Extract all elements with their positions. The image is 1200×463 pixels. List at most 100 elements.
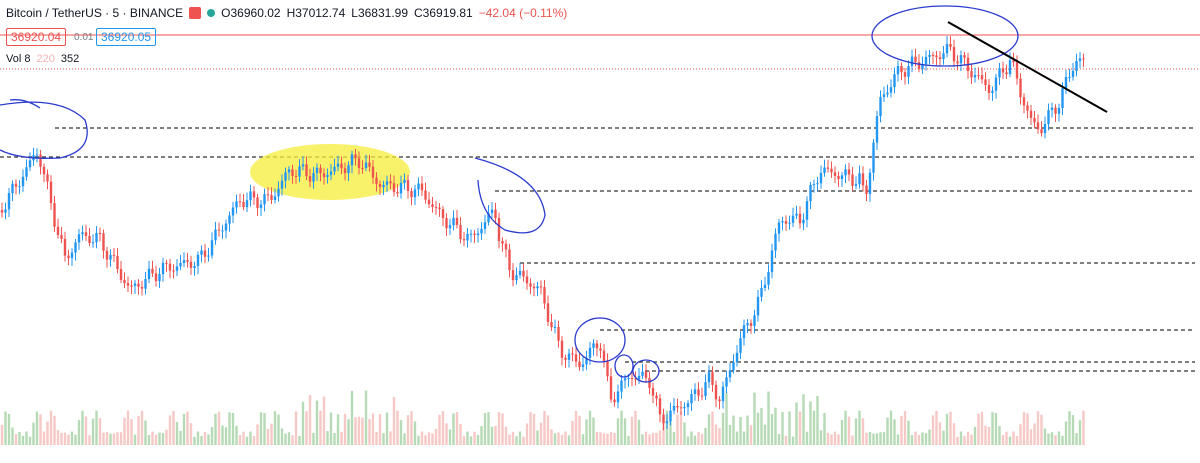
volume-bar	[389, 431, 392, 445]
candle-body	[847, 169, 851, 175]
candle-body	[221, 230, 224, 232]
candle-body	[112, 254, 116, 256]
volume-bar	[581, 434, 585, 445]
candle-body	[609, 376, 613, 400]
volume-bar	[301, 401, 305, 445]
volume-bar	[483, 413, 487, 445]
volume-bar	[455, 412, 459, 445]
volume-bar	[1071, 415, 1075, 445]
close: C36919.81	[414, 6, 473, 20]
candle-body	[203, 250, 207, 257]
candle-body	[714, 384, 718, 400]
volume-bar	[392, 396, 396, 445]
volume-bar	[956, 436, 959, 445]
volume-bar	[588, 410, 592, 445]
candle-body	[424, 190, 427, 200]
volume-bar	[322, 396, 326, 445]
candle-body	[14, 183, 18, 187]
volume-bar	[182, 413, 186, 445]
candle-body	[511, 270, 515, 281]
volume-bar	[98, 418, 102, 445]
candle-body	[375, 177, 378, 185]
volume-bar	[378, 414, 382, 445]
volume-bar	[179, 430, 182, 445]
volume-bar	[1029, 429, 1033, 445]
bid-badge[interactable]: 36920.04	[6, 28, 67, 46]
volume-bar	[935, 410, 938, 445]
candle-body	[889, 87, 893, 93]
volume-bar	[266, 429, 270, 445]
candles	[0, 36, 1085, 431]
ask-badge[interactable]: 36920.05	[96, 28, 157, 46]
candle-body	[455, 217, 459, 226]
candle-body	[984, 79, 987, 86]
volume-bar	[777, 434, 781, 445]
candle-body	[546, 303, 550, 322]
volume-bar	[1001, 435, 1005, 445]
flag-icon[interactable]	[189, 7, 202, 19]
candle-body	[571, 353, 574, 355]
volume-bar	[627, 435, 630, 445]
candle-body	[350, 154, 354, 166]
candle-body	[1075, 61, 1078, 71]
candle-body	[931, 54, 935, 56]
candle-body	[683, 407, 686, 409]
candle-body	[788, 222, 791, 224]
volume-bar	[462, 436, 466, 445]
candle-body	[658, 398, 662, 415]
candle-body	[252, 191, 256, 198]
volume-bar	[21, 435, 25, 445]
volume-bar	[798, 411, 802, 445]
high: H37012.74	[286, 6, 346, 20]
candle-body	[469, 233, 473, 235]
candle-body	[928, 54, 931, 57]
volume-bar	[427, 432, 431, 445]
candle-body	[151, 268, 154, 274]
volume-bar	[700, 433, 704, 445]
volume-bar	[308, 394, 312, 445]
volume-bar	[749, 425, 753, 445]
candle-body	[340, 163, 343, 169]
volume-bar	[917, 434, 921, 445]
volume-bar	[760, 408, 763, 445]
volume-bar	[606, 433, 609, 445]
candle-body	[973, 75, 977, 78]
volume-bar	[1015, 436, 1019, 445]
annotations	[0, 5, 1019, 383]
volume-bar	[385, 412, 389, 445]
volume-bar	[812, 410, 816, 445]
volume-bar	[763, 424, 767, 445]
volume-bar	[336, 414, 340, 445]
candle-body	[945, 44, 949, 54]
volume-bar	[578, 415, 581, 445]
candle-body	[315, 167, 319, 174]
candle-body	[49, 181, 53, 204]
volume-bar	[18, 432, 21, 445]
volume-bar	[802, 394, 805, 445]
candle-body	[1005, 72, 1008, 75]
candle-body	[728, 370, 732, 378]
circle-annotation	[614, 354, 634, 378]
candle-body	[7, 193, 11, 210]
volume-bar	[459, 424, 462, 445]
candle-body	[88, 235, 91, 243]
circle-annotation	[574, 317, 626, 363]
volume-bar	[133, 434, 137, 445]
candle-body	[690, 393, 693, 404]
volume-bar	[417, 435, 420, 445]
volume-bar	[903, 410, 907, 445]
candle-body	[231, 207, 235, 216]
candle-body	[1047, 110, 1050, 125]
volume-bar	[847, 416, 851, 445]
candle-body	[595, 343, 599, 349]
volume-bar	[277, 414, 280, 445]
volume-bar	[410, 411, 413, 445]
candle-body	[294, 175, 298, 177]
volume-bar	[679, 411, 683, 445]
candle-body	[749, 323, 753, 326]
candle-body	[994, 77, 998, 91]
candle-body	[777, 222, 781, 234]
candle-body	[0, 210, 4, 213]
candle-body	[707, 372, 711, 383]
volume-bar	[168, 415, 172, 445]
